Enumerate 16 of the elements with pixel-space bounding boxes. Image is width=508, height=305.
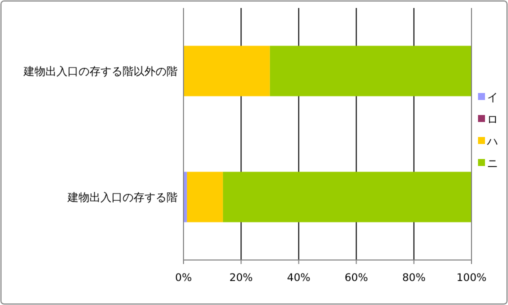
legend-label: ハ [486,135,498,148]
bar [270,46,472,96]
x-tick-label: 20% [229,272,253,284]
legend-label: ロ [487,113,498,126]
x-tick-label: 60% [344,272,368,284]
x-tick-label: 0% [175,272,192,284]
x-tick-label: 40% [287,272,310,284]
bar [184,46,270,96]
legend-label: ニ [487,157,498,170]
bar [222,172,472,222]
x-tick-label: 100% [456,272,487,284]
x-tick-label: 80% [402,272,426,284]
bar [186,172,223,222]
y-tick-label: 建物出入口の存する階以外の階 [22,65,178,78]
y-tick-label: 建物出入口の存する階 [66,191,178,204]
legend-label: イ [487,91,498,104]
